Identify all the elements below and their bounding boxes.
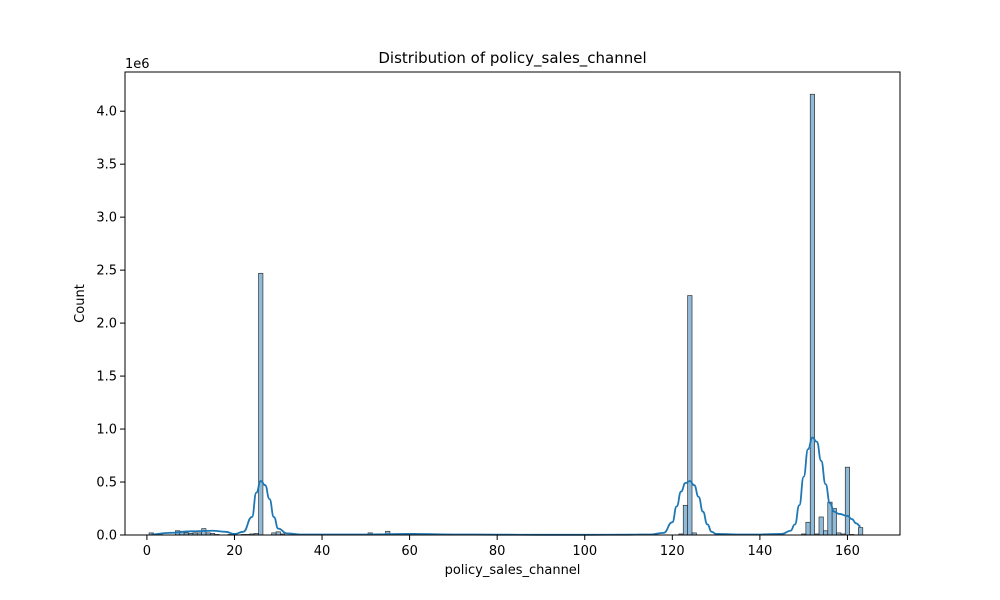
kde-line	[151, 436, 861, 536]
x-tick-label: 120	[660, 544, 685, 559]
x-tick-label: 60	[401, 544, 418, 559]
x-tick-label: 160	[835, 544, 860, 559]
histogram-bar	[682, 504, 688, 536]
x-tick-label: 40	[314, 544, 331, 559]
histogram-bar	[858, 527, 864, 536]
y-tick-label: 3.0	[96, 211, 117, 226]
y-tick-label: 2.0	[96, 317, 117, 332]
histogram-bar	[844, 466, 850, 536]
y-tick-label: 4.0	[96, 105, 117, 120]
x-axis: 0 20 40 60 80 100 120 140 160	[143, 535, 860, 559]
histogram-bar	[818, 516, 824, 536]
y-axis-offset-label: 1e6	[125, 57, 150, 72]
histogram-bar	[687, 295, 693, 536]
histogram-bar	[805, 521, 811, 536]
y-tick-label: 0.0	[96, 529, 117, 544]
chart-title: Distribution of policy_sales_channel	[378, 49, 646, 68]
x-tick-label: 20	[226, 544, 243, 559]
histogram-bar	[809, 93, 815, 536]
y-tick-label: 3.5	[96, 158, 117, 173]
x-tick-label: 0	[143, 544, 151, 559]
y-tick-label: 2.5	[96, 264, 117, 279]
histogram-bar	[823, 530, 829, 536]
histogram-bar	[258, 272, 264, 536]
y-axis-label: Count	[73, 284, 88, 323]
y-tick-label: 1.0	[96, 423, 117, 438]
x-tick-label: 80	[489, 544, 506, 559]
y-tick-label: 0.5	[96, 476, 117, 491]
x-tick-label: 100	[572, 544, 597, 559]
y-axis: 0.0 0.5 1.0 1.5 2.0 2.5 3.0 3.5 4.0	[96, 105, 125, 544]
x-axis-label: policy_sales_channel	[445, 563, 581, 578]
histogram-bars	[148, 93, 864, 536]
x-tick-label: 140	[747, 544, 772, 559]
plot-frame	[124, 71, 901, 536]
y-tick-label: 1.5	[96, 370, 117, 385]
